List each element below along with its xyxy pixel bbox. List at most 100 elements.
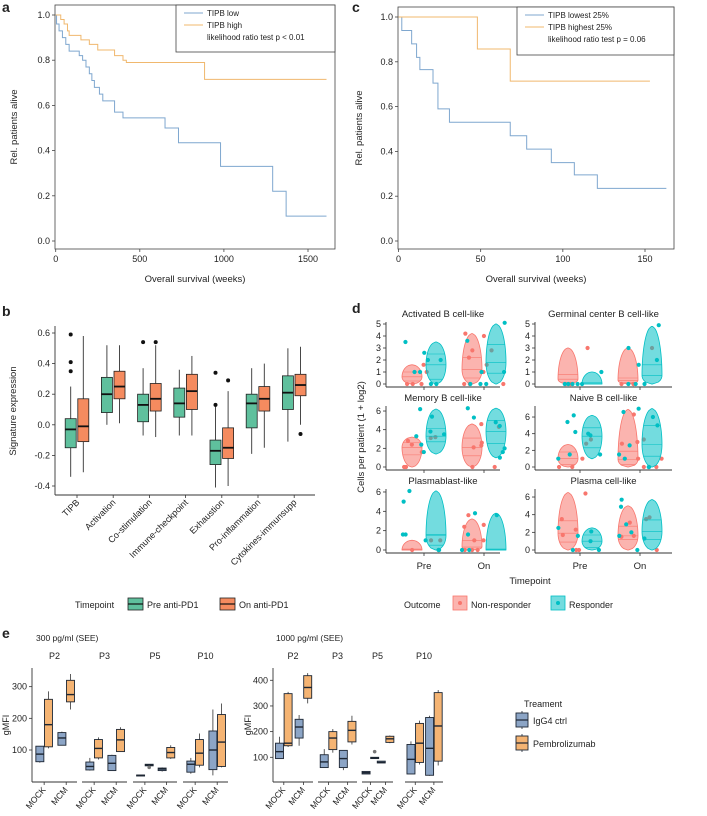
- patient-point: [414, 434, 419, 439]
- patient-point: [560, 532, 565, 538]
- patient-point: [470, 464, 475, 470]
- patient-point: [428, 429, 433, 434]
- box-IgG4 ctrl: [294, 718, 304, 739]
- legend-label: IgG4 ctrl: [533, 716, 567, 726]
- patient-point: [401, 464, 407, 470]
- violin-Pre-Non-responder: [401, 539, 423, 551]
- outlier-point: [213, 370, 218, 375]
- facet-label: P10: [197, 651, 213, 661]
- legend-label: Pembrolizumab: [533, 739, 596, 749]
- patient-point: [466, 513, 471, 518]
- patient-point: [571, 413, 576, 418]
- patient-point: [565, 419, 570, 425]
- x-tick-label: On: [634, 561, 647, 572]
- facet-title: Memory B cell-like: [404, 393, 482, 404]
- x-tick-label: MOCK: [395, 785, 419, 811]
- x-tick-label: MCM: [417, 785, 438, 807]
- survival-curve-1: [55, 14, 327, 80]
- patient-point: [573, 527, 578, 532]
- patient-point: [497, 455, 502, 460]
- patient-point: [556, 456, 561, 461]
- patient-point: [619, 497, 624, 502]
- y-tick-label: 0.2: [37, 389, 50, 399]
- x-tick-label: MCM: [99, 785, 120, 807]
- facet-2: Memory B cell-like 0 2 4 6: [376, 393, 507, 473]
- y-tick-label: 5: [525, 319, 530, 329]
- box-Exhaustion: [209, 439, 222, 465]
- x-tick-label: 150: [637, 254, 652, 264]
- patient-point: [481, 538, 486, 543]
- patient-point: [619, 381, 624, 387]
- outlier-point: [298, 431, 303, 436]
- patient-point: [654, 464, 659, 470]
- patient-point: [441, 432, 447, 437]
- patient-point: [418, 407, 423, 412]
- patient-point: [624, 522, 629, 527]
- survival-curve-0: [55, 14, 327, 217]
- y-axis-title: Rel. patients alive: [9, 90, 20, 165]
- patient-point: [589, 529, 594, 534]
- x-tick-label: On: [478, 561, 491, 572]
- patient-point: [407, 488, 412, 494]
- x-tick-label: MOCK: [308, 785, 332, 811]
- outlier-point: [68, 360, 73, 365]
- box-IgG4 ctrl: [186, 760, 196, 773]
- patient-point: [479, 443, 484, 448]
- patient-point: [617, 533, 622, 538]
- box-Activation: [113, 370, 126, 400]
- legend-label: Responder: [569, 600, 613, 610]
- patient-point: [462, 381, 467, 387]
- patient-point: [636, 362, 641, 367]
- patient-point: [579, 381, 585, 387]
- patient-point: [434, 381, 439, 387]
- panel-label: a: [2, 0, 10, 15]
- box-Pembrolizumab: [433, 692, 443, 762]
- y-tick-label: 0: [376, 545, 381, 555]
- patient-point: [479, 369, 484, 375]
- patient-point: [559, 516, 564, 522]
- box-IgG4 ctrl: [425, 717, 435, 776]
- y-tick-label: 0.6: [380, 102, 393, 112]
- x-tick-label: 100: [555, 254, 570, 264]
- y-tick-label: 1: [376, 367, 381, 377]
- x-tick-label: 1000: [214, 254, 234, 264]
- facet-label: P5: [372, 651, 383, 661]
- y-tick-label: 5: [376, 319, 381, 329]
- box-Pro-inflammation: [245, 393, 258, 429]
- x-tick-label: 0: [396, 254, 401, 264]
- y-tick-label: 1.0: [380, 12, 393, 22]
- legend-note: likelihood ratio test p = 0.06: [548, 35, 646, 44]
- facet-label: P2: [49, 651, 60, 661]
- y-tick-label: 0.4: [37, 359, 50, 369]
- box-Co-stimulation: [149, 383, 162, 412]
- violin-On-Non-responder: [461, 333, 483, 385]
- violin-Pre-Responder: [581, 527, 603, 551]
- x-tick-label: MOCK: [124, 785, 148, 811]
- panel-label: b: [2, 303, 11, 319]
- y-tick-label: 3: [376, 343, 381, 353]
- y-tick-label: 4: [525, 510, 530, 520]
- y-tick-label: 300: [12, 682, 27, 692]
- legend-label: TIPB high: [207, 21, 242, 30]
- facet-title: Activated B cell-like: [402, 309, 484, 320]
- patient-point: [475, 547, 480, 553]
- patient-point: [425, 357, 431, 363]
- x-tick-label: Activation: [83, 497, 118, 532]
- y-tick-label: 100: [12, 745, 27, 755]
- violin-Pre-Non-responder: [557, 347, 579, 385]
- patient-point: [575, 533, 580, 538]
- patient-point: [417, 369, 423, 375]
- facet-label: P3: [99, 651, 110, 661]
- legend-label: TIPB highest 25%: [548, 23, 612, 32]
- legend-label: Pre anti-PD1: [147, 600, 199, 610]
- box-Pembrolizumab: [44, 698, 53, 748]
- patient-point: [465, 532, 471, 537]
- outlier-point: [68, 332, 73, 337]
- patient-point: [580, 456, 585, 461]
- box-IgG4 ctrl: [57, 732, 67, 746]
- box-TIPB: [77, 398, 90, 443]
- facet-label: P3: [332, 651, 343, 661]
- violin-On-Non-responder: [617, 505, 639, 551]
- y-tick-label: 0.6: [37, 100, 50, 110]
